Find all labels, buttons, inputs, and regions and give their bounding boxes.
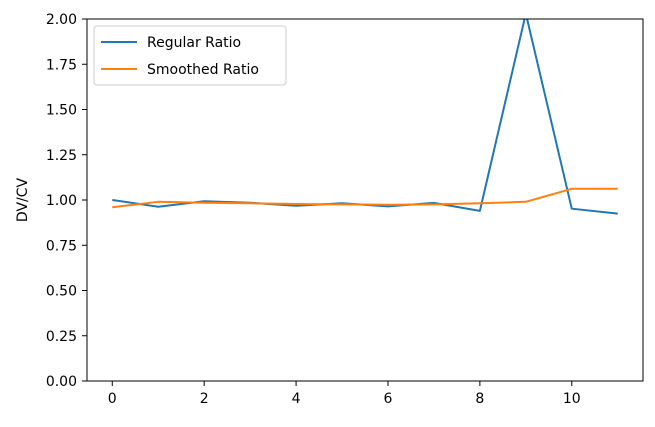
x-tick-label: 2 (200, 391, 209, 407)
y-tick-label: 1.50 (46, 103, 77, 119)
y-tick-label: 1.75 (46, 57, 77, 73)
x-tick-label: 4 (292, 391, 301, 407)
legend-box (93, 25, 287, 86)
y-tick-label: 2.00 (46, 12, 77, 28)
y-tick-label: 0.75 (46, 238, 77, 254)
legend: Regular Ratio Smoothed Ratio (93, 25, 287, 86)
series-line-1 (112, 187, 618, 209)
x-tick-label: 6 (384, 391, 393, 407)
series-layer (112, 19, 618, 215)
legend-label-0: Regular Ratio (147, 35, 241, 51)
y-axis-label: DV/CV (15, 177, 31, 222)
y-tick-label: 0.50 (46, 284, 77, 300)
x-tick-label: 10 (563, 391, 581, 407)
y-tick-label: 0.25 (46, 329, 77, 345)
y-tick-label: 0.00 (46, 374, 77, 390)
x-tick-label: 8 (475, 391, 484, 407)
legend-label-1: Smoothed Ratio (147, 62, 259, 78)
y-axis: 0.00 0.25 0.50 0.75 1.00 1.25 1.50 1.75 2.00 (46, 12, 87, 390)
y-tick-label: 1.00 (46, 193, 77, 209)
x-tick-label: 0 (108, 391, 117, 407)
x-axis: 0 2 4 6 8 10 (108, 381, 581, 407)
y-tick-label: 1.25 (46, 148, 77, 164)
